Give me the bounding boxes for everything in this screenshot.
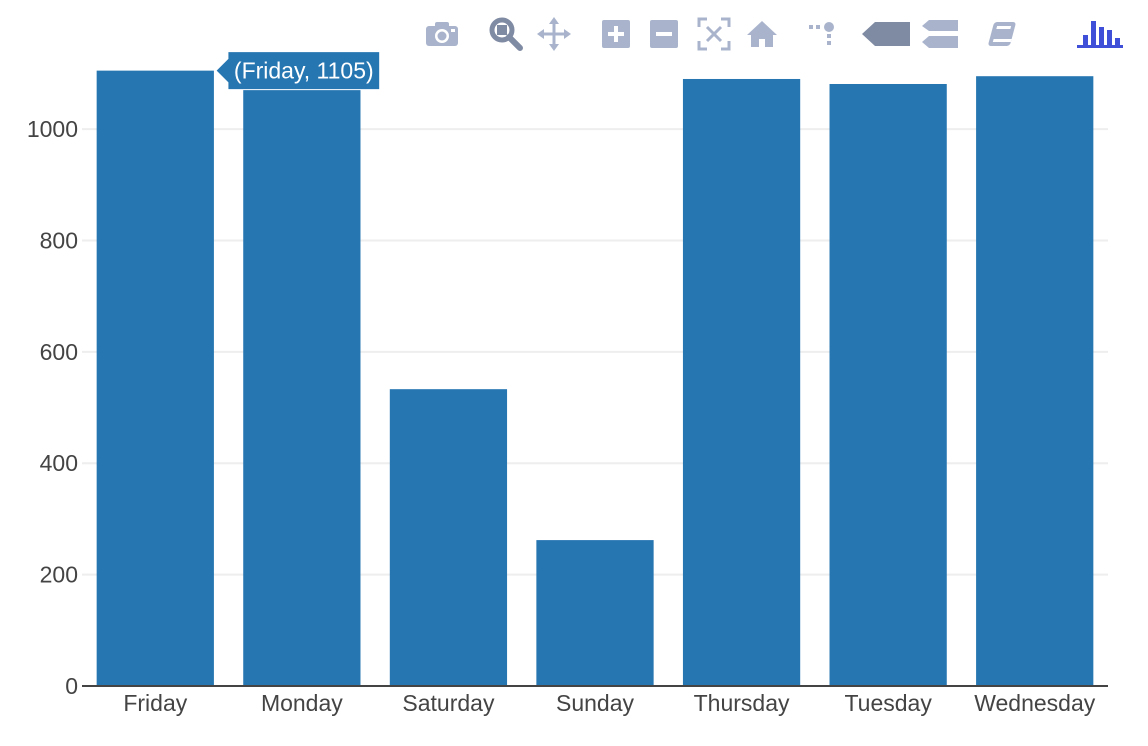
plotly-logo-glyph: [1077, 21, 1123, 48]
pan-icon[interactable]: [534, 14, 574, 54]
x-tick-label: Saturday: [402, 690, 495, 716]
spikelines-glyph: [809, 22, 834, 45]
pan-glyph: [537, 17, 571, 51]
zoom-in-glyph: [602, 20, 630, 48]
hover-label-box: [215, 51, 381, 91]
zoom-icon[interactable]: [486, 14, 526, 54]
hover-closest-icon[interactable]: [858, 14, 914, 54]
reset-axes-glyph: [747, 21, 777, 47]
bar-saturday[interactable]: [389, 389, 508, 686]
autoscale-glyph: [697, 17, 731, 51]
hover-compare-glyph: [922, 20, 958, 48]
y-tick-label: 1000: [27, 116, 78, 142]
bar-tuesday[interactable]: [829, 83, 947, 687]
hover-label: (Friday, 1105): [215, 51, 381, 91]
x-tick-label: Thursday: [694, 690, 790, 716]
bar-friday[interactable]: [96, 70, 214, 686]
y-tick-label: 600: [40, 339, 78, 365]
y-tick-label: 800: [40, 227, 78, 253]
zoom-in-icon[interactable]: [596, 14, 636, 54]
y-tick-label: 400: [40, 450, 78, 476]
edit-chart-icon[interactable]: [982, 14, 1022, 54]
y-tick-label: 0: [65, 673, 78, 699]
edit-chart-glyph: [988, 22, 1016, 46]
hover-closest-glyph: [862, 22, 910, 46]
y-tick-label: 200: [40, 562, 78, 588]
spikelines-icon[interactable]: [802, 14, 842, 54]
y-axis-ticks: 0 200 400 600 800 1000: [27, 116, 78, 699]
bar-wednesday[interactable]: [976, 76, 1094, 687]
bar-monday[interactable]: [243, 87, 361, 687]
x-tick-label: Sunday: [556, 690, 635, 716]
zoom-glyph: [489, 17, 523, 51]
plotly-logo-icon[interactable]: [1072, 14, 1128, 54]
zoom-out-icon[interactable]: [644, 14, 684, 54]
bars: [96, 70, 1094, 687]
hover-label-text: (Friday, 1105): [234, 58, 374, 84]
y-gridlines: [82, 128, 1108, 576]
bar-thursday[interactable]: [682, 78, 801, 686]
bar-sunday[interactable]: [536, 540, 654, 686]
x-tick-label: Friday: [123, 690, 187, 716]
x-tick-label: Wednesday: [974, 690, 1096, 716]
reset-axes-icon[interactable]: [742, 14, 782, 54]
autoscale-icon[interactable]: [694, 14, 734, 54]
zoom-out-glyph: [650, 20, 678, 48]
x-tick-label: Monday: [261, 690, 343, 716]
x-axis-ticks: Friday Monday Saturday Sunday Thursday Tuesda…: [123, 690, 1095, 716]
x-tick-label: Tuesday: [844, 690, 932, 716]
camera-icon[interactable]: [422, 14, 462, 54]
hover-compare-icon[interactable]: [918, 14, 962, 54]
camera-glyph: [426, 22, 458, 46]
modebar: [0, 14, 1148, 54]
